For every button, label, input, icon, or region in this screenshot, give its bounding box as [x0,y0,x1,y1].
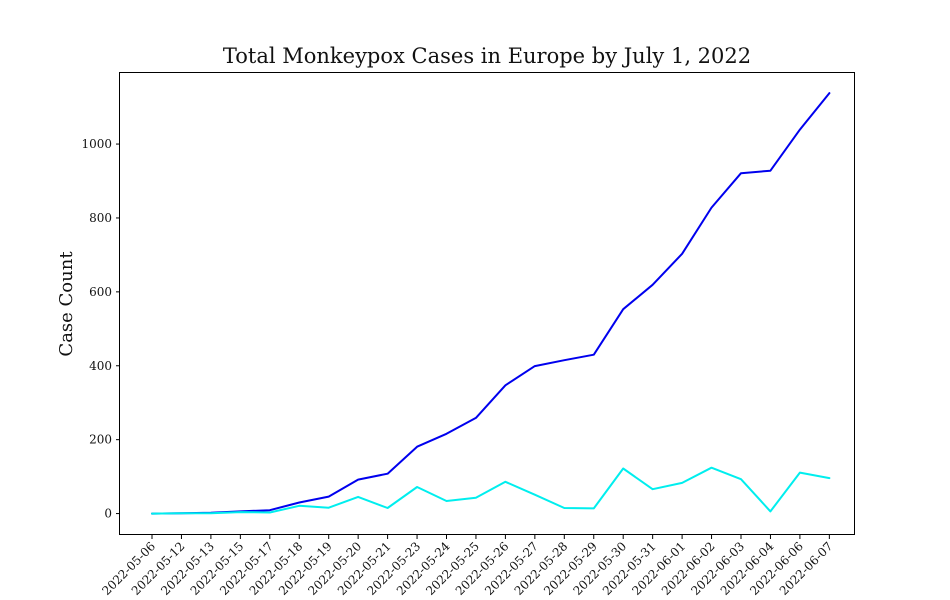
x-axis: 2022-05-062022-05-122022-05-132022-05-15… [99,535,836,598]
y-tick-label: 600 [89,285,112,299]
y-axis-label: Case Count [56,251,77,357]
series-layer [151,92,831,515]
y-tick-label: 200 [89,433,112,447]
plot-frame [119,72,855,535]
series-line-1 [151,92,831,515]
y-tick-label: 0 [104,507,112,521]
y-tick-label: 800 [89,211,112,225]
series-line-2 [151,466,831,515]
chart-title: Total Monkeypox Cases in Europe by July … [223,44,751,68]
y-tick-label: 400 [89,359,112,373]
y-axis: 0 200 400 600 800 1000 [81,137,120,521]
y-tick-label: 1000 [81,137,112,151]
